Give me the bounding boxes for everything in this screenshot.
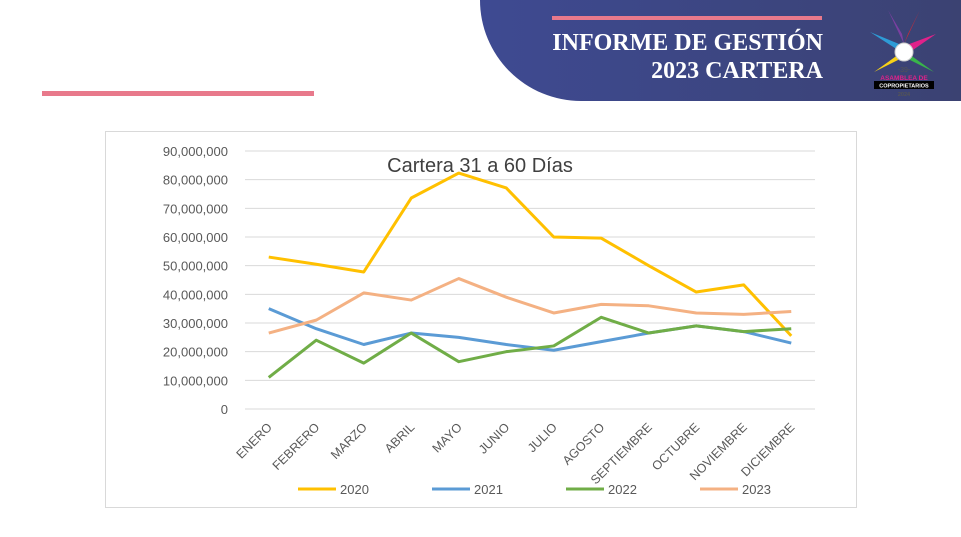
report-subtitle: 2023 CARTERA	[651, 58, 823, 84]
x-tick-label: JULIO	[525, 420, 560, 455]
svg-text:-39-: -39-	[898, 67, 911, 74]
y-tick-label: 30,000,000	[163, 316, 228, 331]
y-tick-label: 60,000,000	[163, 230, 228, 245]
legend-label: 2022	[608, 482, 637, 497]
legend-label: 2020	[340, 482, 369, 497]
x-tick-label: MAYO	[430, 420, 465, 455]
decorative-line	[552, 16, 822, 20]
series-line-2020	[268, 171, 793, 337]
x-tick-label: ABRIL	[382, 420, 417, 455]
header-banner	[480, 0, 961, 101]
y-tick-label: 50,000,000	[163, 259, 228, 274]
y-tick-label: 90,000,000	[163, 144, 228, 159]
y-tick-label: 10,000,000	[163, 373, 228, 388]
x-tick-label: AGOSTO	[560, 420, 608, 468]
x-tick-label: MARZO	[328, 420, 370, 462]
y-tick-label: 70,000,000	[163, 201, 228, 216]
legend-label: 2021	[474, 482, 503, 497]
x-tick-label: FEBRERO	[270, 420, 323, 473]
svg-text:ASAMBLEA DE: ASAMBLEA DE	[880, 75, 928, 82]
y-tick-label: 0	[221, 402, 228, 417]
series-line-2022	[267, 315, 792, 379]
decorative-line	[42, 91, 314, 96]
y-tick-label: 40,000,000	[163, 287, 228, 302]
y-tick-label: 80,000,000	[163, 173, 228, 188]
chart-title: Cartera 31 a 60 Días	[387, 155, 573, 177]
x-tick-label: JUNIO	[476, 420, 513, 457]
chart-frame	[105, 131, 857, 508]
report-title: INFORME DE GESTIÓN	[552, 30, 823, 56]
series-line-2023	[268, 277, 792, 335]
legend-label: 2023	[742, 482, 771, 497]
svg-text:2024: 2024	[898, 92, 911, 98]
y-tick-label: 20,000,000	[163, 345, 228, 360]
x-tick-label: ENERO	[234, 420, 276, 462]
svg-text:COPROPIETARIOS: COPROPIETARIOS	[879, 84, 929, 90]
assembly-logo: -39- ASAMBLEA DE COPROPIETARIOS 2024	[870, 10, 936, 98]
